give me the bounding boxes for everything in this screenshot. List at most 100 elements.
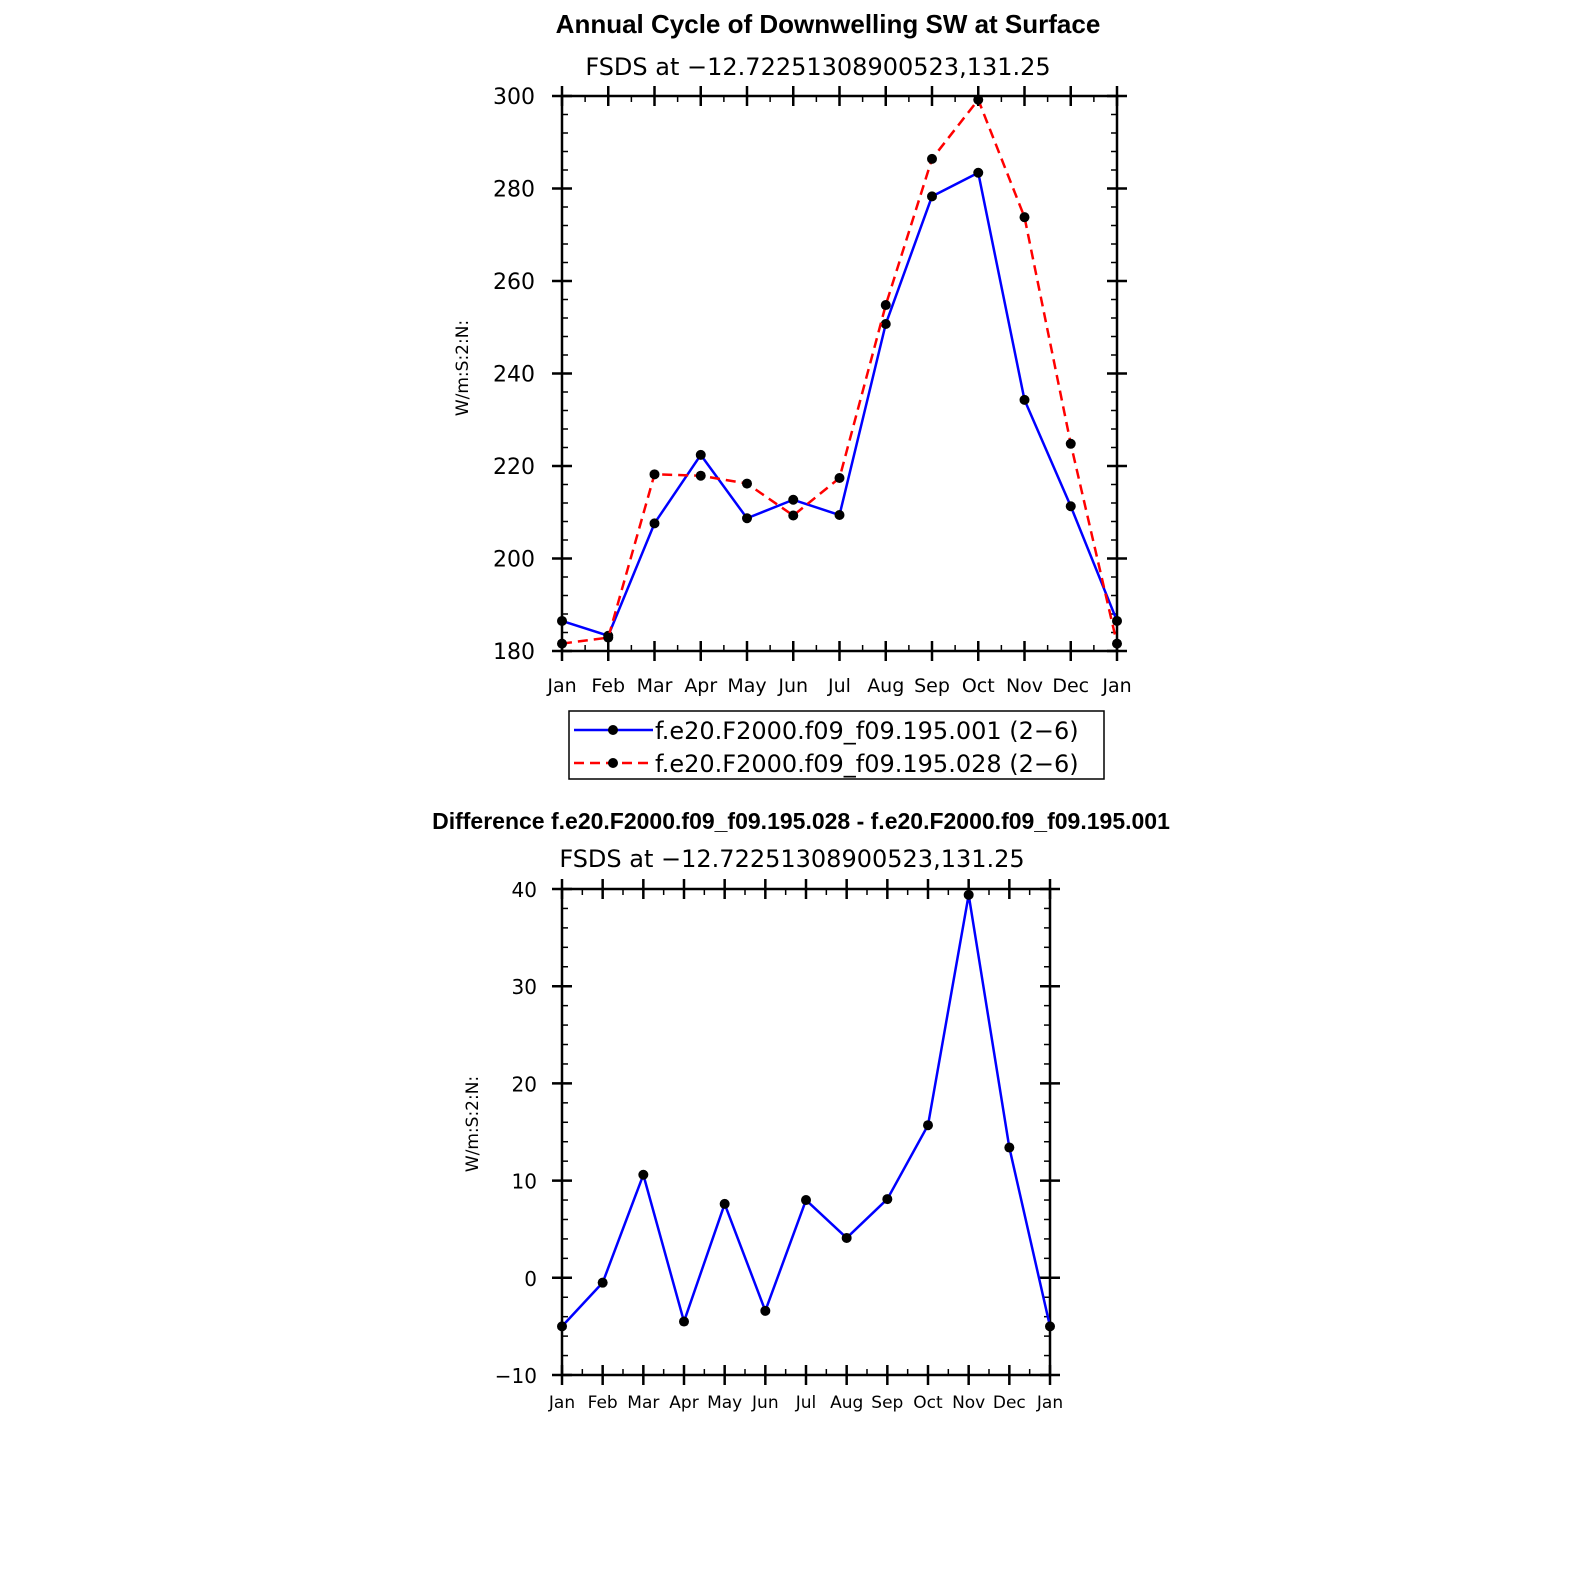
y-tick-label: 20	[512, 1072, 537, 1096]
x-tick-label: Jan	[546, 675, 576, 697]
x-tick-label: Dec	[1052, 675, 1089, 697]
x-tick-label: Dec	[993, 1393, 1026, 1413]
data-point-series-1	[1112, 615, 1122, 626]
data-point-series-1	[719, 1198, 730, 1209]
data-point-series-1	[679, 1316, 689, 1327]
y-tick-label: 10	[512, 1170, 537, 1194]
data-point-series-1	[923, 1120, 933, 1131]
y-tick-label: 240	[493, 363, 535, 388]
data-point-series-2	[880, 300, 891, 311]
data-point-series-1	[927, 191, 937, 202]
x-tick-label: Jun	[777, 675, 808, 697]
difference-chart: Difference f.e20.F2000.f09_f09.195.028 -…	[432, 808, 1170, 1413]
data-point-series-1	[788, 494, 799, 505]
data-point-series-2	[973, 94, 984, 105]
data-point-series-1	[649, 518, 660, 529]
x-tick-label: Oct	[913, 1393, 943, 1413]
x-tick-label: Feb	[588, 1393, 618, 1413]
data-point-series-1	[973, 167, 984, 178]
data-point-series-1	[638, 1169, 649, 1180]
data-point-series-2	[695, 470, 706, 481]
x-tick-label: Sep	[914, 675, 950, 697]
data-point-series-2	[649, 469, 660, 480]
tick-label-layer: −10 0 10 20 30 40 Jan Feb Mar Apr May Jun Jul Aug Sep O…	[495, 878, 1063, 1413]
y-axis-label: W/m:S:2:N:	[463, 1076, 483, 1172]
plot-frame	[560, 94, 1119, 653]
data-point-series-1	[742, 513, 752, 524]
x-tick-label: Aug	[867, 675, 904, 697]
data-point-series-2	[927, 153, 937, 164]
x-tick-label: Mar	[637, 675, 673, 697]
data-point-series-2	[742, 478, 752, 489]
data-point-series-1	[557, 615, 567, 626]
legend-marker-blue	[608, 725, 618, 735]
x-tick-label: Nov	[952, 1393, 985, 1413]
x-tick-label: Jan	[1036, 1393, 1063, 1413]
series-line-2	[561, 98, 1119, 645]
data-point-series-2	[834, 473, 845, 484]
data-point-series-1	[1065, 501, 1076, 512]
legend-marker-red	[608, 758, 618, 768]
series-line-1	[561, 171, 1119, 637]
data-point-series-1	[880, 319, 891, 330]
data-point-series-2	[1019, 212, 1030, 223]
x-tick-label: Mar	[627, 1393, 659, 1413]
legend-label-series-1: f.e20.F2000.f09_f09.195.001 (2−6)	[655, 717, 1079, 745]
tick-label-layer: 180 200 220 240 260 280 300 Jan Feb Mar Apr May Jun J…	[493, 85, 1132, 697]
y-tick-label: 260	[493, 270, 535, 295]
x-tick-label: Jan	[1101, 675, 1131, 697]
y-tick-label: 300	[493, 85, 535, 110]
plot-frame	[560, 887, 1052, 1377]
x-tick-label: May	[727, 675, 766, 697]
y-tick-label: 280	[493, 178, 535, 203]
y-tick-label: 0	[524, 1267, 537, 1291]
x-tick-label: Jul	[795, 1393, 817, 1413]
chart-subtitle: FSDS at −12.72251308900523,131.25	[585, 53, 1050, 81]
data-point-series-1	[801, 1195, 811, 1206]
data-point-series-2	[788, 510, 799, 521]
chart-subtitle: FSDS at −12.72251308900523,131.25	[559, 845, 1024, 873]
data-point-series-1	[1045, 1321, 1055, 1332]
y-tick-label: 40	[512, 878, 537, 902]
data-point-series-1	[1019, 394, 1030, 405]
data-point-series-1	[597, 1277, 608, 1288]
legend-label-series-2: f.e20.F2000.f09_f09.195.028 (2−6)	[655, 750, 1079, 778]
annual-cycle-chart: Annual Cycle of Downwelling SW at Surfac…	[453, 9, 1132, 697]
x-tick-label: Jan	[548, 1393, 575, 1413]
y-tick-label: 220	[493, 455, 535, 480]
data-point-series-1	[882, 1194, 893, 1205]
x-tick-label: Feb	[591, 675, 625, 697]
x-tick-label: Jul	[827, 675, 851, 697]
data-point-series-1	[760, 1305, 771, 1316]
x-tick-label: Apr	[684, 675, 717, 697]
series-layer	[557, 94, 1122, 649]
x-tick-label: Jun	[751, 1393, 779, 1413]
series-line-1	[561, 893, 1052, 1328]
data-point-series-2	[1112, 638, 1122, 649]
x-tick-label: Apr	[669, 1393, 698, 1413]
y-tick-label: −10	[495, 1364, 537, 1388]
x-tick-label: Nov	[1006, 675, 1043, 697]
y-tick-label: 180	[493, 640, 535, 665]
axes-layer	[552, 879, 1060, 1385]
y-tick-label: 30	[512, 975, 537, 999]
chart-title: Difference f.e20.F2000.f09_f09.195.028 -…	[432, 808, 1170, 834]
legend-box	[568, 710, 1105, 780]
data-point-series-1	[834, 510, 845, 521]
x-tick-label: Oct	[962, 675, 995, 697]
x-tick-label: Sep	[871, 1393, 903, 1413]
data-point-series-1	[557, 1321, 567, 1332]
chart-title: Annual Cycle of Downwelling SW at Surfac…	[556, 9, 1101, 39]
data-point-series-1	[963, 889, 974, 900]
data-point-series-1	[841, 1232, 852, 1243]
data-point-series-1	[1004, 1142, 1015, 1153]
data-point-series-2	[1065, 438, 1076, 449]
x-tick-label: May	[707, 1393, 742, 1413]
series-layer	[557, 889, 1055, 1332]
data-point-series-1	[695, 449, 706, 460]
x-tick-label: Aug	[830, 1393, 863, 1413]
legend: f.e20.F2000.f09_f09.195.001 (2−6) f.e20.…	[568, 710, 1105, 780]
axes-layer	[552, 86, 1127, 661]
data-point-series-2	[603, 632, 614, 643]
y-axis-label: W/m:S:2:N:	[453, 320, 473, 416]
